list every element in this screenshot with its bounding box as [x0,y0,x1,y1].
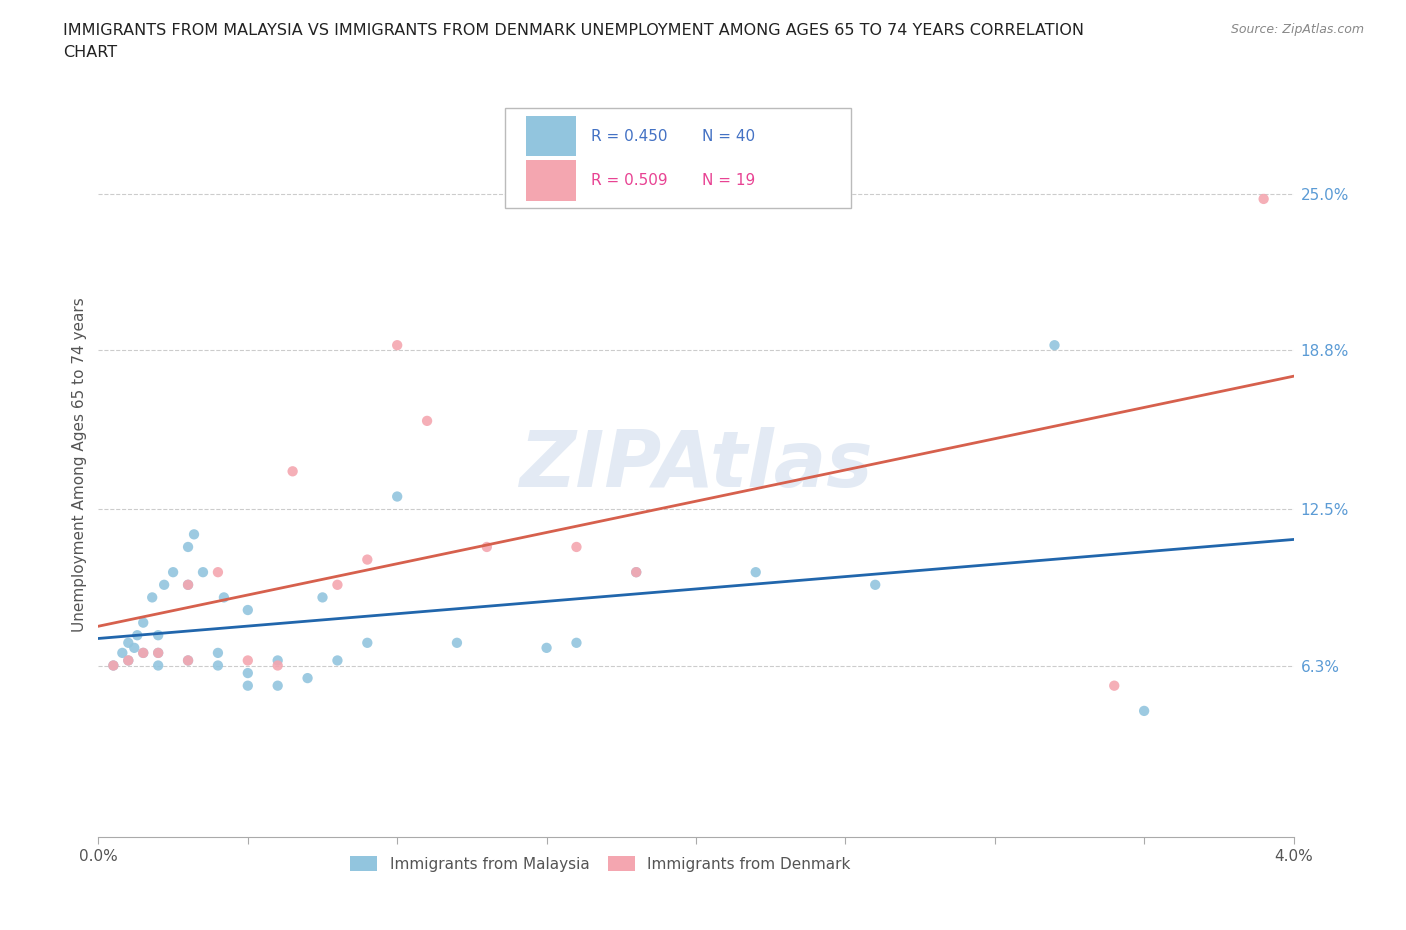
Point [236,678,259,693]
Point [385,489,409,504]
Point [103,658,125,673]
Point [536,641,558,656]
Point [326,578,349,592]
Point [207,658,229,673]
Text: Source: ZipAtlas.com: Source: ZipAtlas.com [1230,23,1364,36]
Point [132,645,155,660]
Text: N = 19: N = 19 [702,173,755,188]
Point [153,578,176,592]
Y-axis label: Unemployment Among Ages 65 to 74 years: Unemployment Among Ages 65 to 74 years [72,298,87,632]
Point [132,615,155,630]
Text: R = 0.450: R = 0.450 [591,128,668,143]
Point [297,671,319,685]
Point [132,645,155,660]
Point [416,414,439,429]
Point [177,578,200,592]
Point [236,653,259,668]
Point [124,641,146,656]
Point [745,565,768,579]
Point [117,653,139,668]
Point [626,565,648,579]
Point [1253,192,1275,206]
Point [446,635,468,650]
Legend: Immigrants from Malaysia, Immigrants from Denmark: Immigrants from Malaysia, Immigrants fro… [344,850,856,878]
Point [162,565,184,579]
Point [1133,703,1156,718]
Point [207,565,229,579]
Point [117,653,139,668]
Point [141,590,163,604]
Point [148,628,170,643]
Point [183,527,205,542]
Text: N = 40: N = 40 [702,128,755,143]
Point [236,666,259,681]
Point [177,653,200,668]
Point [127,628,149,643]
FancyBboxPatch shape [526,160,576,201]
FancyBboxPatch shape [505,108,852,208]
Point [103,658,125,673]
Point [267,658,290,673]
Point [565,539,588,554]
Point [148,645,170,660]
Text: IMMIGRANTS FROM MALAYSIA VS IMMIGRANTS FROM DENMARK UNEMPLOYMENT AMONG AGES 65 T: IMMIGRANTS FROM MALAYSIA VS IMMIGRANTS F… [63,23,1084,38]
Point [267,678,290,693]
Point [191,565,214,579]
Point [356,635,378,650]
Point [865,578,887,592]
Point [1043,338,1066,352]
Text: ZIPAtlas: ZIPAtlas [519,427,873,503]
Point [565,635,588,650]
Point [177,578,200,592]
Point [148,658,170,673]
Point [207,645,229,660]
Point [626,565,648,579]
Point [267,653,290,668]
Point [475,539,498,554]
Point [117,635,139,650]
Point [236,603,259,618]
Point [177,653,200,668]
Point [212,590,235,604]
Point [148,645,170,660]
Point [311,590,333,604]
Point [281,464,304,479]
FancyBboxPatch shape [526,115,576,156]
Point [326,653,349,668]
Point [1104,678,1126,693]
Point [111,645,134,660]
Point [177,539,200,554]
Point [356,552,378,567]
Text: R = 0.509: R = 0.509 [591,173,668,188]
Point [385,338,409,352]
Text: CHART: CHART [63,45,117,60]
